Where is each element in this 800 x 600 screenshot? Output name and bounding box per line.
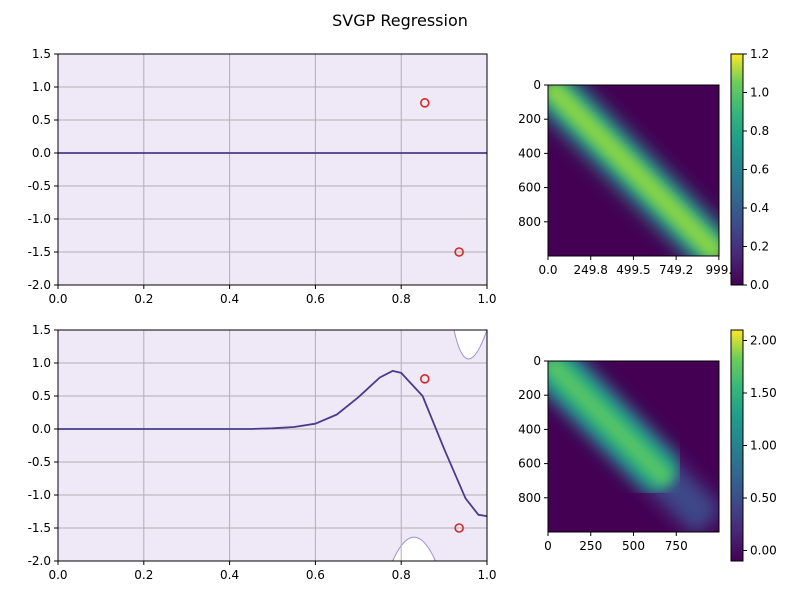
x-tick-label: 250 [579,539,602,553]
colorbar-tick-label: 0.0 [750,278,769,292]
y-tick-label: 1.0 [32,80,51,94]
y-tick-label: -1.0 [28,488,51,502]
x-tick-label: 749.2 [659,263,693,277]
y-tick-label: 1.5 [32,47,51,61]
regression-plot-top: 0.0 0.2 0.4 0.6 0.8 1.0 1.5 1.0 0.5 0.0 -0.5 -1.0 -1… [28,47,497,306]
axes-frame [57,329,488,562]
axes-frame [57,53,488,286]
colorbar-tick-label: 0.50 [750,491,777,505]
regression-plot-bottom: 0.0 0.2 0.4 0.6 0.8 1.0 1.5 1.0 0.5 0.0 -0.5 -1.0 -1… [28,323,497,582]
x-tick-label: 0.6 [306,568,325,582]
x-tick-label: 0.6 [306,292,325,306]
band-gap-upper [454,330,487,359]
plot-area [58,54,487,285]
colorbar-tick-label: 0.4 [750,201,769,215]
x-tick-label: 0.0 [48,292,67,306]
x-tick-label: 249.8 [574,263,608,277]
x-tick-label: 500 [622,539,645,553]
x-tick-label: 0.0 [48,568,67,582]
y-tick-label: -1.5 [28,521,51,535]
data-point [454,523,464,533]
mean-line [58,370,487,517]
y-tick-label: 0.5 [32,389,51,403]
y-tick-label: 0 [533,78,541,92]
y-tick-label: 600 [518,457,541,471]
y-tick-label: -0.5 [28,455,51,469]
confidence-band [58,330,487,561]
y-tick-label: 800 [518,215,541,229]
data-point [419,98,430,108]
colorbar [730,329,744,562]
y-tick-label: 0.5 [32,113,51,127]
y-tick-label: -2.0 [28,278,51,292]
x-tick-label: 0.4 [220,568,239,582]
confidence-band [58,54,487,285]
colorbar-tick-label: 0.2 [750,240,769,254]
y-tick-label: 800 [518,491,541,505]
x-tick-label: 750 [665,539,688,553]
covariance-heatmap-top: 0.0 249.8 499.5 749.2 999. 0 200 400 600 800 0.0 0… [518,47,769,292]
x-tick-label: 1.0 [477,568,496,582]
colorbar-tick-label: 0.6 [750,163,769,177]
x-tick-label: 1.0 [477,292,496,306]
y-tick-label: 400 [518,422,541,436]
x-tick-label: 0.8 [392,292,411,306]
y-tick-label: -1.5 [28,245,51,259]
y-tick-label: 1.5 [32,323,51,337]
y-tick-label: -0.5 [28,179,51,193]
y-tick-label: 0.0 [32,422,51,436]
x-tick-label: 999. [705,263,732,277]
colorbar-tick-label: 1.2 [750,47,769,61]
y-tick-label: 1.0 [32,356,51,370]
colorbar-tick-label: 1.00 [750,439,777,453]
x-tick-label: 0.2 [134,568,153,582]
data-point [454,247,464,257]
x-tick-label: 0.0 [538,263,557,277]
y-tick-label: 200 [518,112,541,126]
band-edge-upper [453,330,487,360]
y-tick-label: 200 [518,388,541,402]
x-tick-label: 0.4 [220,292,239,306]
y-tick-label: 0.0 [32,146,51,160]
heatmap-diagonal-band-core [548,361,671,484]
x-tick-label: 0 [544,539,552,553]
y-tick-label: 0 [533,354,541,368]
heatmap-diagonal-band-core [548,85,719,256]
colorbar-tick-label: 2.00 [750,334,777,348]
y-tick-label: -1.0 [28,212,51,226]
band-edge-lower [392,536,436,561]
y-tick-label: -2.0 [28,554,51,568]
y-tick-label: 600 [518,181,541,195]
y-tick-label: 400 [518,146,541,160]
plot-area [58,330,487,561]
colorbar-tick-label: 1.50 [750,386,777,400]
colorbar [730,53,744,286]
x-tick-label: 0.2 [134,292,153,306]
colorbar-tick-label: 0.00 [750,544,777,558]
colorbar-tick-label: 1.0 [750,86,769,100]
colorbar-tick-label: 0.8 [750,124,769,138]
data-point [419,374,430,384]
x-tick-label: 0.8 [392,568,411,582]
covariance-heatmap-bottom: 0 250 500 750 0 200 400 600 800 0.00 0.50 1.00 1.50… [518,329,777,562]
x-tick-label: 499.5 [616,263,650,277]
figure-title: SVGP Regression [332,11,468,30]
